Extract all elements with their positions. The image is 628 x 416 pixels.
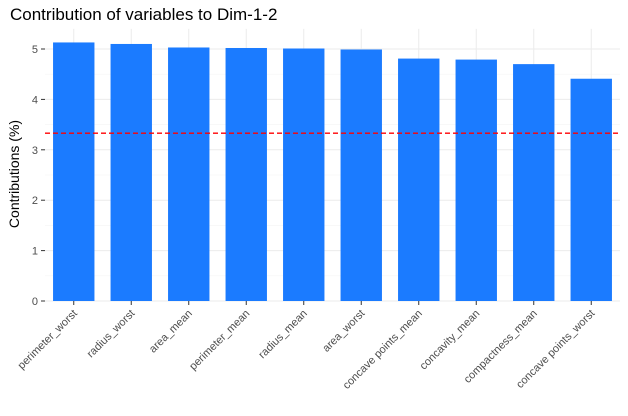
x-tick-label: radius_mean [256,308,309,361]
y-tick-label: 1 [32,246,38,258]
y-tick-label: 3 [32,145,38,157]
bar [513,64,555,302]
bar [283,48,325,301]
x-tick-label: area_mean [147,308,195,356]
x-tick-label: radius_worst [85,308,138,361]
x-axis-ticks: perimeter_worst radius_worst area_meanperi… [16,301,597,392]
bar [110,43,152,302]
bar [225,47,267,301]
y-tick-label: 0 [32,296,38,308]
bar [398,58,440,301]
x-tick-label: perimeter_worst [16,308,80,372]
y-tick-label: 4 [32,94,38,106]
bars [53,42,612,302]
x-tick-label: concavity_mean [418,308,483,373]
x-tick-label: perimeter_mean [187,308,252,373]
bar [168,47,210,301]
bar [340,49,382,302]
chart-title: Contribution of variables to Dim-1-2 [10,5,277,24]
y-tick-label: 5 [32,44,38,56]
y-tick-label: 2 [32,195,38,207]
bar [53,42,95,302]
y-axis-title: Contributions (%) [6,120,22,228]
y-axis-ticks: 0 1 2 3 4 5 [32,44,45,308]
bar [570,78,612,302]
bar [455,59,497,301]
x-tick-label: area_worst [320,308,367,355]
